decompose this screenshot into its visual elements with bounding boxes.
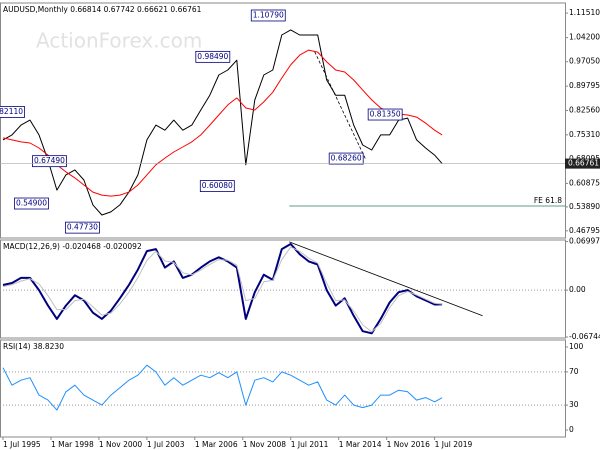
trend-line	[289, 241, 483, 317]
price-box	[565, 158, 600, 169]
pane-frame	[0, 339, 566, 438]
series-line	[2, 29, 443, 216]
y-tick-label: 1.04200	[569, 33, 600, 42]
y-tick-label: 100	[569, 342, 584, 351]
x-tick-label: 1 Nov 2008	[243, 440, 286, 449]
pane-frame	[0, 2, 566, 239]
annotation-box	[0, 106, 25, 118]
y-tick-label: 0.00	[569, 285, 586, 294]
y-tick-label: 0.60875	[569, 178, 600, 187]
y-tick-label: 0.069977	[569, 237, 600, 246]
annotation-box	[328, 152, 364, 165]
y-tick-label: 0.46795	[569, 226, 600, 235]
pane-frame	[0, 239, 566, 339]
annotation-label: 0.82110	[0, 107, 23, 116]
series-line	[2, 364, 443, 411]
pane-plot	[0, 243, 565, 335]
annotation-label: 0.67490	[34, 156, 65, 165]
pane-title: AUDUSD,Monthly 0.66814 0.67742 0.66621 0…	[3, 5, 202, 14]
annotation-label: 0.68260	[331, 154, 362, 163]
watermark: ActionForex.com	[36, 29, 202, 53]
y-tick-label: 1.11510	[569, 8, 600, 17]
annotation-box	[250, 9, 286, 22]
price-label: 0.66761	[568, 159, 599, 168]
annotation-box	[65, 221, 100, 234]
annotation-box	[32, 155, 67, 168]
series-line	[2, 246, 443, 333]
annotation-box	[199, 180, 235, 192]
y-tick-label: 70	[569, 367, 579, 376]
y-tick-label: 0.75310	[569, 130, 600, 139]
y-tick-label: 30	[569, 400, 579, 409]
pane-title: MACD(12,26,9) -0.020468 -0.020092	[3, 242, 142, 251]
pane-plot	[0, 364, 565, 411]
x-tick-label: 1 Nov 2016	[387, 440, 430, 449]
x-tick-label: 1 Jul 2003	[147, 440, 185, 449]
x-tick-label: 1 Mar 2014	[339, 440, 382, 449]
annotation-label: 0.54900	[16, 199, 47, 208]
series-line	[2, 49, 443, 197]
y-tick-label: 0.53890	[569, 202, 600, 211]
y-tick-label: -0.067448	[569, 332, 600, 341]
annotation-box	[367, 108, 403, 121]
annotation-label: 1.10790	[253, 10, 284, 19]
x-tick-label: 1 Jul 2019	[435, 440, 473, 449]
x-tick-label: 1 Nov 2000	[99, 440, 142, 449]
y-tick-label: 0.82560	[569, 105, 600, 114]
series-line	[2, 243, 443, 335]
x-tick-label: 1 Jul 1995	[3, 440, 41, 449]
annotation-label: 0.81350	[370, 110, 401, 119]
fe-label: FE 61.8	[534, 196, 562, 205]
annotation-box	[195, 50, 231, 63]
annotation-label: 0.60080	[202, 181, 233, 190]
x-tick-label: 1 Jul 2011	[291, 440, 329, 449]
pane-plot	[2, 29, 443, 216]
annotation-label: 0.47730	[67, 223, 98, 232]
pane-title: RSI(14) 38.8230	[3, 342, 64, 351]
y-tick-label: 0.97050	[569, 57, 600, 66]
annotation-label: 0.98490	[197, 52, 228, 61]
annotation-box	[14, 197, 49, 210]
y-tick-label: 0.89795	[569, 81, 600, 90]
x-tick-label: 1 Mar 2006	[195, 440, 238, 449]
y-tick-label: 0	[569, 425, 574, 434]
x-tick-label: 1 Mar 1998	[51, 440, 94, 449]
